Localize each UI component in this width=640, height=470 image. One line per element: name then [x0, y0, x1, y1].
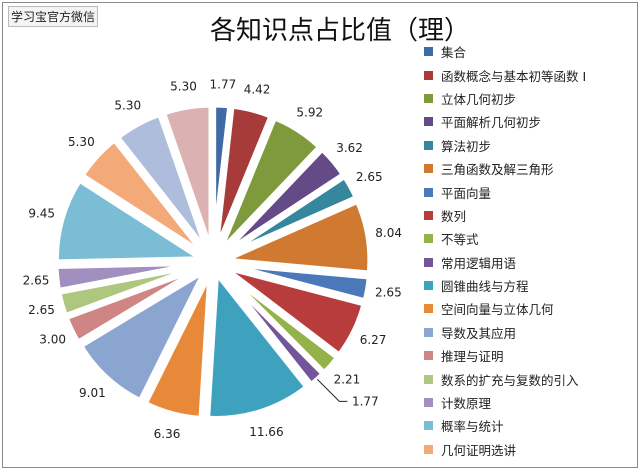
chart-title: 各知识点占比值（理） [209, 16, 470, 46]
legend-label: 数列 [441, 208, 467, 224]
legend-swatch [424, 140, 433, 150]
data-label: 2.21 [334, 372, 361, 386]
legend-swatch [424, 374, 433, 384]
pie-slice [224, 261, 372, 304]
legend-item: 计数原理 [424, 391, 586, 414]
data-label: 5.92 [296, 106, 323, 120]
legend-swatch [424, 164, 433, 174]
legend-label: 概率与统计 [441, 419, 504, 435]
legend-label: 计数原理 [441, 396, 492, 412]
legend-label: 立体几何初步 [441, 91, 517, 107]
pie-slice [114, 111, 210, 254]
data-label: 3.62 [336, 141, 363, 155]
pie-slice [222, 173, 360, 259]
legend-item: 集合 [424, 40, 586, 63]
legend-item: 圆锥曲线与方程 [424, 274, 586, 297]
legend-label: 三角函数及解三角形 [441, 162, 554, 178]
legend-swatch [424, 234, 433, 244]
pie-slice [213, 103, 275, 252]
legend-label: 算法初步 [441, 138, 492, 154]
legend-item: 平面解析几何初步 [424, 110, 586, 133]
pie-slice [223, 198, 373, 276]
legend-item: 空间向量与立体几何 [424, 297, 586, 320]
legend-swatch [424, 70, 433, 80]
data-label: 2.65 [375, 286, 402, 300]
data-label: 4.42 [244, 83, 271, 97]
legend-swatch [424, 210, 433, 220]
legend-label: 导数及其应用 [441, 325, 517, 341]
legend-swatch [424, 93, 433, 103]
legend-item: 推理与证明 [424, 344, 586, 367]
legend-label: 平面向量 [441, 185, 492, 201]
legend-swatch [424, 351, 433, 361]
legend-swatch [424, 444, 433, 454]
pie-slice [53, 176, 210, 265]
legend-swatch [424, 421, 433, 431]
data-label: 5.30 [170, 79, 197, 93]
legend-label: 圆锥曲线与方程 [441, 279, 529, 295]
legend-swatch [424, 187, 433, 197]
data-label: 2.65 [28, 303, 55, 317]
legend-swatch [424, 304, 433, 314]
legend-item: 数列 [424, 204, 586, 227]
data-label: 3.00 [39, 332, 66, 346]
legend-item: 概率与统计 [424, 414, 586, 437]
legend-item: 导数及其应用 [424, 321, 586, 344]
pie-slice [78, 136, 207, 257]
data-label: 1.77 [210, 77, 237, 91]
legend-swatch [424, 281, 433, 291]
legend-swatch [424, 257, 433, 267]
legend-label: 空间向量与立体几何 [441, 302, 554, 318]
pie-slice [219, 269, 327, 389]
watermark-label: 学习宝官方微信 [8, 6, 99, 27]
pie-slice [222, 264, 368, 359]
data-label: 5.30 [68, 135, 95, 149]
legend-item: 几何证明选讲 [424, 438, 586, 461]
data-label: 2.65 [356, 170, 383, 184]
legend-swatch [424, 398, 433, 408]
legend-label: 推理与证明 [441, 349, 504, 365]
data-label: 9.45 [28, 207, 55, 221]
pie-slice [53, 260, 202, 294]
legend-swatch [424, 47, 433, 57]
legend-item: 数系的扩充与复数的引入 [424, 367, 586, 390]
legend-label: 不等式 [441, 232, 479, 248]
leader-line [316, 378, 348, 402]
legend-item: 算法初步 [424, 134, 586, 157]
legend-swatch [424, 327, 433, 337]
legend-item: 不等式 [424, 227, 586, 250]
data-label: 6.36 [154, 427, 181, 441]
legend-item: 函数概念与基本初等函数 I [424, 63, 586, 86]
data-label: 1.77 [352, 394, 379, 408]
legend-label: 常用逻辑用语 [441, 255, 517, 271]
legend-swatch [424, 117, 433, 127]
legend-label: 数系的扩充与复数的引入 [441, 372, 579, 388]
pie-slice [217, 114, 324, 254]
data-label: 11.66 [249, 425, 283, 439]
pie-slice [77, 264, 211, 405]
data-label: 8.04 [375, 226, 402, 240]
legend-label: 几何证明选讲 [441, 442, 517, 458]
pie-slice [142, 272, 213, 421]
legend-item: 三角函数及解三角形 [424, 157, 586, 180]
pie-slice [160, 102, 214, 251]
legend-label: 集合 [441, 45, 467, 61]
data-label: 5.30 [114, 99, 141, 113]
pie-slice [205, 266, 311, 421]
legend: 集合函数概念与基本初等函数 I 立体几何初步平面解析几何初步 算法初步三角函数及解三… [424, 40, 586, 461]
data-label: 2.65 [23, 274, 50, 288]
legend-label: 函数概念与基本初等函数 I [441, 68, 587, 84]
legend-item: 立体几何初步 [424, 87, 586, 110]
data-label: 6.27 [360, 333, 387, 347]
legend-item: 常用逻辑用语 [424, 251, 586, 274]
legend-item: 平面向量 [424, 180, 586, 203]
data-label: 9.01 [79, 386, 106, 400]
legend-label: 平面解析几何初步 [441, 115, 542, 131]
